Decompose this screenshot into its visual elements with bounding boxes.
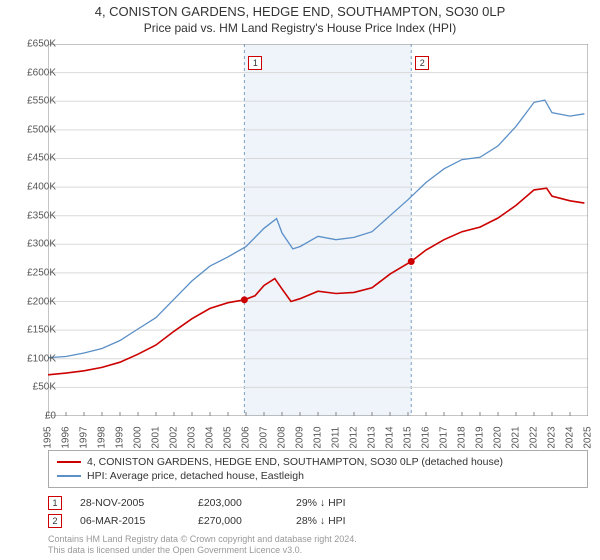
sale-marker-2: 2 xyxy=(48,514,62,528)
plot-svg xyxy=(48,44,588,416)
y-tick-label: £150K xyxy=(12,325,56,336)
sale-price: £203,000 xyxy=(198,497,288,509)
chart-title: 4, CONISTON GARDENS, HEDGE END, SOUTHAMP… xyxy=(0,4,600,19)
y-tick-label: £650K xyxy=(12,39,56,50)
sale-date: 06-MAR-2015 xyxy=(70,515,190,527)
sales-table: 1 28-NOV-2005 £203,000 29% ↓ HPI 2 06-MA… xyxy=(48,494,588,530)
footnote-line: This data is licensed under the Open Gov… xyxy=(48,545,357,556)
sale-price: £270,000 xyxy=(198,515,288,527)
y-tick-label: £600K xyxy=(12,67,56,78)
x-tick-label: 2023 xyxy=(547,423,558,453)
chart-subtitle: Price paid vs. HM Land Registry's House … xyxy=(0,21,600,35)
y-tick-label: £500K xyxy=(12,124,56,135)
x-tick-label: 2015 xyxy=(403,423,414,453)
x-tick-label: 2004 xyxy=(205,423,216,453)
legend-item-price-paid: 4, CONISTON GARDENS, HEDGE END, SOUTHAMP… xyxy=(57,455,579,469)
chart-marker-badge: 1 xyxy=(248,56,262,70)
x-tick-label: 2003 xyxy=(187,423,198,453)
footnote-line: Contains HM Land Registry data © Crown c… xyxy=(48,534,357,545)
x-tick-label: 2000 xyxy=(133,423,144,453)
plot-area xyxy=(48,44,588,416)
legend: 4, CONISTON GARDENS, HEDGE END, SOUTHAMP… xyxy=(48,450,588,488)
x-tick-label: 2009 xyxy=(295,423,306,453)
sale-row: 1 28-NOV-2005 £203,000 29% ↓ HPI xyxy=(48,494,588,512)
x-tick-label: 2010 xyxy=(313,423,324,453)
y-tick-label: £550K xyxy=(12,96,56,107)
x-tick-label: 2001 xyxy=(151,423,162,453)
legend-label: HPI: Average price, detached house, East… xyxy=(87,470,304,482)
sale-hpi-delta: 29% ↓ HPI xyxy=(296,497,386,509)
x-tick-label: 2014 xyxy=(385,423,396,453)
x-tick-label: 2007 xyxy=(259,423,270,453)
sale-date: 28-NOV-2005 xyxy=(70,497,190,509)
y-tick-label: £50K xyxy=(12,382,56,393)
sale-marker-1: 1 xyxy=(48,496,62,510)
x-tick-label: 2016 xyxy=(421,423,432,453)
x-tick-label: 2017 xyxy=(439,423,450,453)
footnote: Contains HM Land Registry data © Crown c… xyxy=(48,534,357,557)
x-tick-label: 2008 xyxy=(277,423,288,453)
chart-marker-badge: 2 xyxy=(415,56,429,70)
y-tick-label: £350K xyxy=(12,210,56,221)
x-tick-label: 2022 xyxy=(529,423,540,453)
x-tick-label: 2020 xyxy=(493,423,504,453)
x-tick-label: 2012 xyxy=(349,423,360,453)
legend-label: 4, CONISTON GARDENS, HEDGE END, SOUTHAMP… xyxy=(87,456,503,468)
sale-row: 2 06-MAR-2015 £270,000 28% ↓ HPI xyxy=(48,512,588,530)
x-tick-label: 2025 xyxy=(583,423,594,453)
sale-hpi-delta: 28% ↓ HPI xyxy=(296,515,386,527)
y-tick-label: £100K xyxy=(12,353,56,364)
chart-container: 4, CONISTON GARDENS, HEDGE END, SOUTHAMP… xyxy=(0,0,600,560)
y-tick-label: £200K xyxy=(12,296,56,307)
x-tick-label: 1997 xyxy=(79,423,90,453)
legend-item-hpi: HPI: Average price, detached house, East… xyxy=(57,469,579,483)
y-tick-label: £300K xyxy=(12,239,56,250)
x-tick-label: 1999 xyxy=(115,423,126,453)
x-tick-label: 1995 xyxy=(43,423,54,453)
x-tick-label: 2024 xyxy=(565,423,576,453)
x-tick-label: 2006 xyxy=(241,423,252,453)
y-tick-label: £450K xyxy=(12,153,56,164)
x-tick-label: 2013 xyxy=(367,423,378,453)
legend-swatch xyxy=(57,475,81,477)
legend-swatch xyxy=(57,461,81,463)
x-tick-label: 2011 xyxy=(331,423,342,453)
y-tick-label: £0 xyxy=(12,411,56,422)
x-tick-label: 2021 xyxy=(511,423,522,453)
x-tick-label: 2018 xyxy=(457,423,468,453)
y-tick-label: £250K xyxy=(12,267,56,278)
x-tick-label: 1998 xyxy=(97,423,108,453)
x-tick-label: 2019 xyxy=(475,423,486,453)
x-tick-label: 2005 xyxy=(223,423,234,453)
title-block: 4, CONISTON GARDENS, HEDGE END, SOUTHAMP… xyxy=(0,0,600,35)
y-tick-label: £400K xyxy=(12,182,56,193)
x-tick-label: 2002 xyxy=(169,423,180,453)
x-tick-label: 1996 xyxy=(61,423,72,453)
